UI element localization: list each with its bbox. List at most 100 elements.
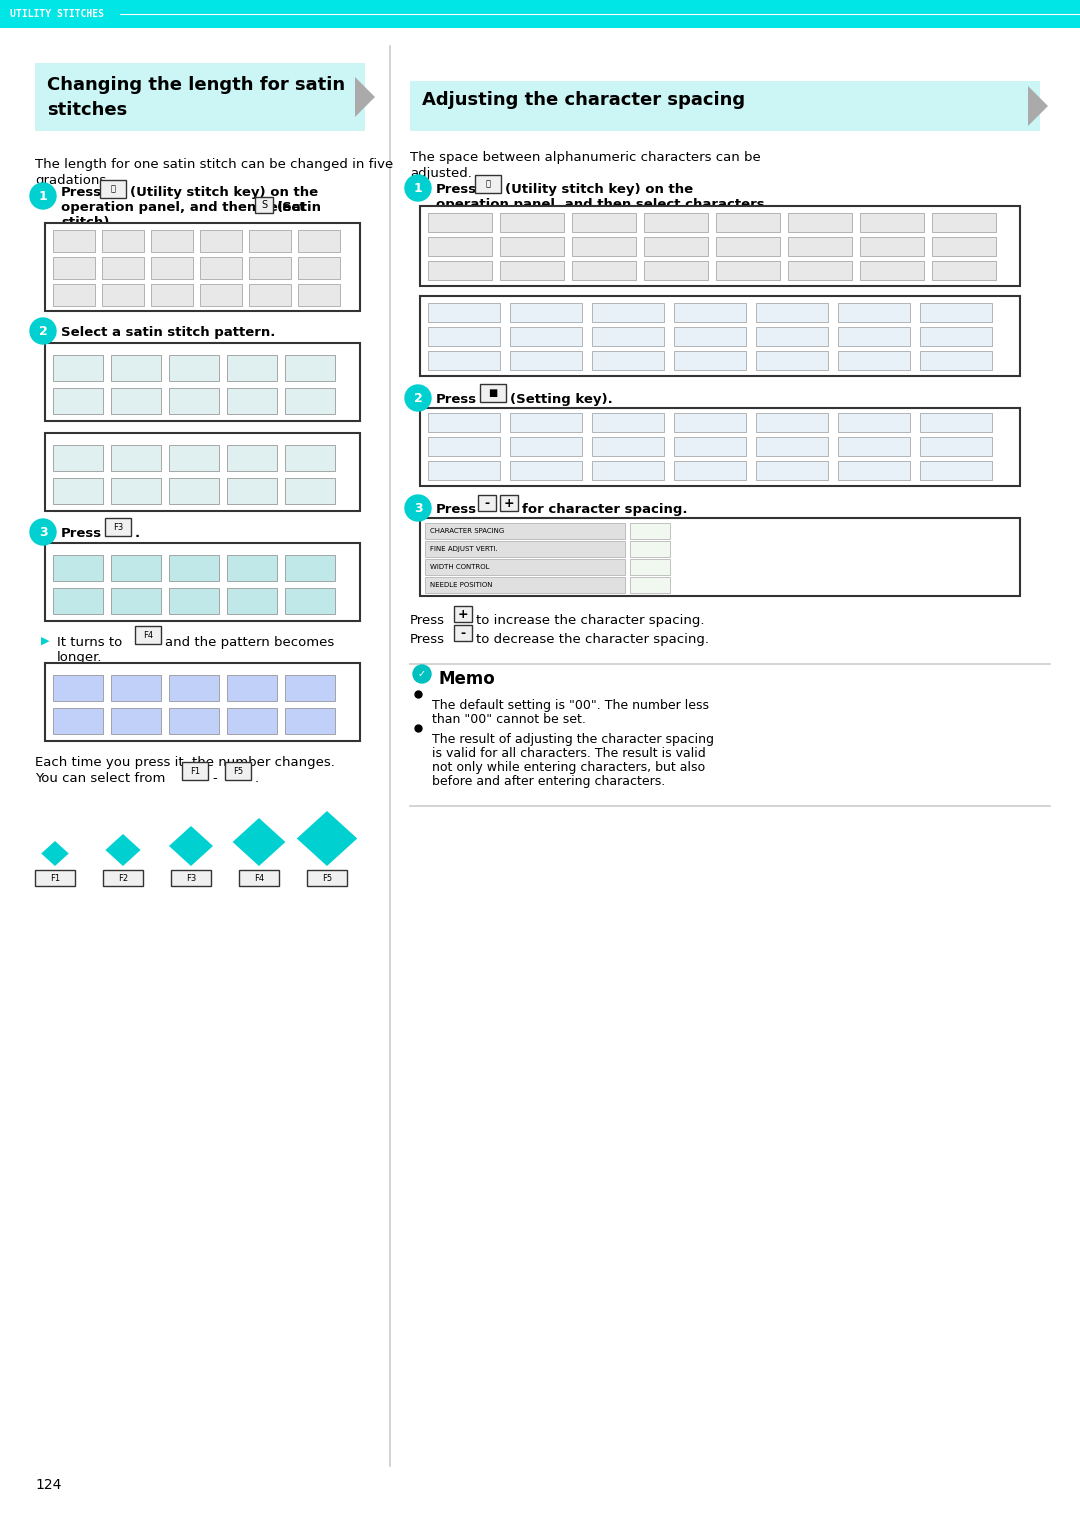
FancyBboxPatch shape xyxy=(151,256,193,279)
FancyBboxPatch shape xyxy=(200,256,242,279)
FancyBboxPatch shape xyxy=(249,284,291,307)
FancyBboxPatch shape xyxy=(168,674,219,700)
Circle shape xyxy=(413,665,431,684)
FancyBboxPatch shape xyxy=(716,214,780,232)
FancyBboxPatch shape xyxy=(716,261,780,279)
Polygon shape xyxy=(1028,85,1048,127)
FancyBboxPatch shape xyxy=(410,81,1040,131)
FancyBboxPatch shape xyxy=(756,436,828,456)
FancyBboxPatch shape xyxy=(111,446,161,472)
FancyBboxPatch shape xyxy=(644,214,708,232)
Text: 3: 3 xyxy=(414,502,422,514)
Text: The space between alphanumeric characters can be: The space between alphanumeric character… xyxy=(410,151,760,163)
Text: It turns to: It turns to xyxy=(57,636,122,649)
Text: Press: Press xyxy=(436,504,477,516)
FancyBboxPatch shape xyxy=(756,461,828,481)
FancyBboxPatch shape xyxy=(630,542,670,557)
FancyBboxPatch shape xyxy=(756,414,828,432)
FancyBboxPatch shape xyxy=(227,446,276,472)
FancyBboxPatch shape xyxy=(420,296,1020,375)
FancyBboxPatch shape xyxy=(426,559,625,575)
FancyBboxPatch shape xyxy=(860,261,924,279)
FancyBboxPatch shape xyxy=(674,304,746,322)
Circle shape xyxy=(405,385,431,410)
FancyBboxPatch shape xyxy=(168,478,219,504)
Text: 3: 3 xyxy=(39,525,48,539)
Text: and the pattern becomes: and the pattern becomes xyxy=(165,636,334,649)
FancyBboxPatch shape xyxy=(285,708,335,734)
Text: +: + xyxy=(503,496,514,510)
FancyBboxPatch shape xyxy=(592,436,664,456)
FancyBboxPatch shape xyxy=(53,555,103,581)
FancyBboxPatch shape xyxy=(45,343,360,421)
FancyBboxPatch shape xyxy=(932,214,996,232)
FancyBboxPatch shape xyxy=(285,356,335,382)
FancyBboxPatch shape xyxy=(111,708,161,734)
FancyBboxPatch shape xyxy=(932,261,996,279)
FancyBboxPatch shape xyxy=(500,237,564,256)
FancyBboxPatch shape xyxy=(53,478,103,504)
Text: stitches: stitches xyxy=(48,101,127,119)
Circle shape xyxy=(405,175,431,201)
FancyBboxPatch shape xyxy=(630,559,670,575)
Polygon shape xyxy=(106,835,140,865)
Polygon shape xyxy=(355,76,375,118)
Text: ▶: ▶ xyxy=(41,636,50,645)
FancyBboxPatch shape xyxy=(592,351,664,369)
FancyBboxPatch shape xyxy=(592,461,664,481)
Text: F1: F1 xyxy=(190,766,200,775)
Text: longer.: longer. xyxy=(57,652,103,664)
FancyBboxPatch shape xyxy=(53,446,103,472)
Text: (Utility stitch key) on the: (Utility stitch key) on the xyxy=(130,186,319,198)
FancyBboxPatch shape xyxy=(838,304,910,322)
FancyBboxPatch shape xyxy=(53,256,95,279)
Text: FINE ADJUST VERTI.: FINE ADJUST VERTI. xyxy=(430,546,498,552)
Text: (Satin: (Satin xyxy=(276,201,322,214)
FancyBboxPatch shape xyxy=(572,237,636,256)
FancyBboxPatch shape xyxy=(227,708,276,734)
Text: Press: Press xyxy=(410,613,445,627)
FancyBboxPatch shape xyxy=(480,385,507,401)
FancyBboxPatch shape xyxy=(111,555,161,581)
FancyBboxPatch shape xyxy=(227,588,276,613)
Text: CHARACTER SPACING: CHARACTER SPACING xyxy=(430,528,504,534)
FancyBboxPatch shape xyxy=(454,606,472,623)
Text: -: - xyxy=(485,496,489,510)
FancyBboxPatch shape xyxy=(674,436,746,456)
Text: 1: 1 xyxy=(39,189,48,203)
FancyBboxPatch shape xyxy=(510,351,582,369)
Text: for character spacing.: for character spacing. xyxy=(522,504,688,516)
FancyBboxPatch shape xyxy=(105,517,131,536)
Text: F2: F2 xyxy=(118,873,129,882)
Text: to increase the character spacing.: to increase the character spacing. xyxy=(476,613,704,627)
FancyBboxPatch shape xyxy=(298,256,340,279)
FancyBboxPatch shape xyxy=(920,351,993,369)
Polygon shape xyxy=(297,810,357,865)
FancyBboxPatch shape xyxy=(428,436,500,456)
FancyBboxPatch shape xyxy=(920,327,993,346)
FancyBboxPatch shape xyxy=(838,351,910,369)
Text: Each time you press it, the number changes.: Each time you press it, the number chang… xyxy=(35,755,335,769)
FancyBboxPatch shape xyxy=(932,237,996,256)
Text: The default setting is "00". The number less: The default setting is "00". The number … xyxy=(432,699,708,713)
FancyBboxPatch shape xyxy=(53,388,103,414)
FancyBboxPatch shape xyxy=(135,626,161,644)
Text: F4: F4 xyxy=(143,630,153,639)
Text: UTILITY STITCHES: UTILITY STITCHES xyxy=(10,9,104,18)
FancyBboxPatch shape xyxy=(103,870,143,887)
FancyBboxPatch shape xyxy=(500,214,564,232)
Text: F5: F5 xyxy=(233,766,243,775)
FancyBboxPatch shape xyxy=(53,674,103,700)
FancyBboxPatch shape xyxy=(592,414,664,432)
Text: to decrease the character spacing.: to decrease the character spacing. xyxy=(476,633,708,645)
FancyBboxPatch shape xyxy=(53,708,103,734)
Text: before and after entering characters.: before and after entering characters. xyxy=(432,775,665,787)
FancyBboxPatch shape xyxy=(426,523,625,539)
FancyBboxPatch shape xyxy=(102,284,144,307)
FancyBboxPatch shape xyxy=(285,478,335,504)
Text: -: - xyxy=(460,627,465,639)
FancyBboxPatch shape xyxy=(168,446,219,472)
FancyBboxPatch shape xyxy=(788,261,852,279)
FancyBboxPatch shape xyxy=(500,494,518,511)
FancyBboxPatch shape xyxy=(428,461,500,481)
